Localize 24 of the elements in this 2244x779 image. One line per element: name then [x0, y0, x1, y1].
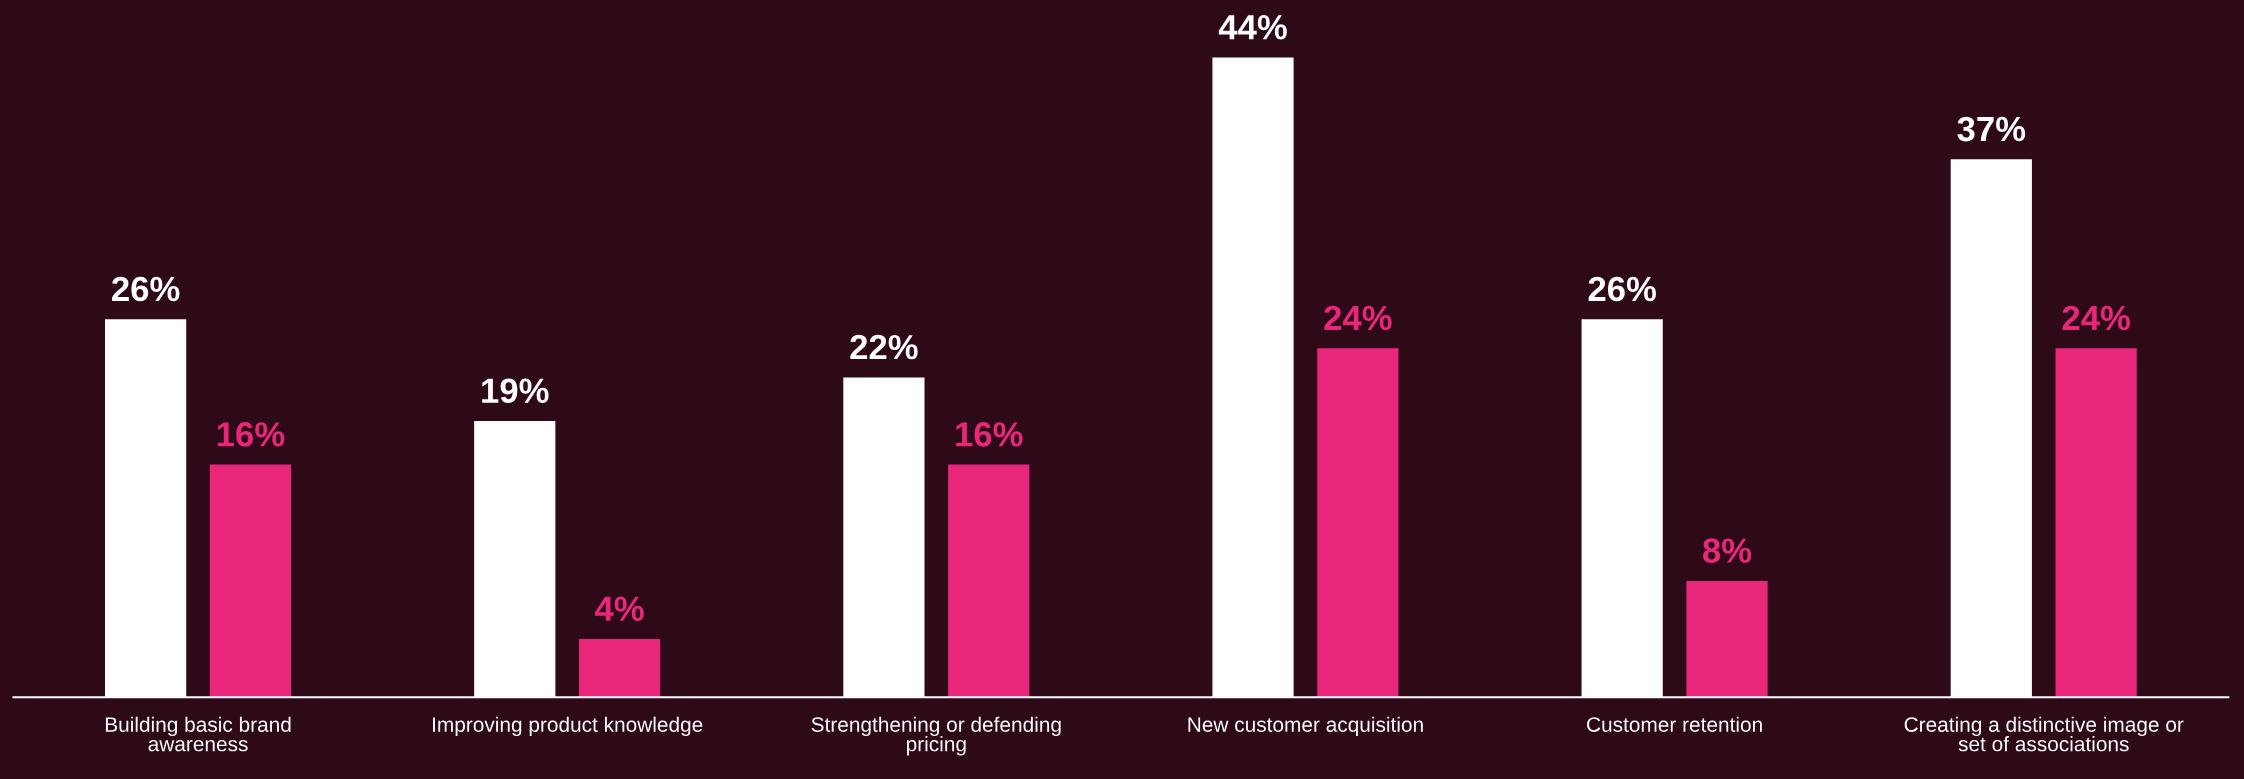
- data-label: 16%: [217, 422, 285, 447]
- x-tick-label: Building basic brand awareness: [105, 716, 291, 752]
- data-label: 8%: [1703, 538, 1752, 563]
- data-label: 4%: [595, 596, 644, 622]
- bar: [1686, 580, 1768, 698]
- data-label: 24%: [2062, 305, 2130, 331]
- data-label: 37%: [1957, 116, 2026, 142]
- data-label: 16%: [956, 422, 1023, 447]
- x-tick-label: New customer acquisition: [1188, 716, 1423, 737]
- data-label: 22%: [850, 334, 918, 360]
- x-tick-label: Creating a distinctive image or set of associations: [1904, 716, 2184, 752]
- bar: [2055, 348, 2137, 698]
- bar: [948, 464, 1030, 698]
- x-tick-label: Customer retention: [1587, 716, 1762, 732]
- bar: [209, 464, 292, 698]
- data-label: 26%: [1588, 276, 1656, 302]
- x-tick-label: Improving product knowledge: [433, 716, 703, 737]
- data-label: 44%: [1218, 15, 1287, 40]
- data-label: 26%: [112, 276, 180, 302]
- bar: [578, 639, 661, 698]
- data-label: 19%: [482, 378, 549, 404]
- x-tick-label: Strengthening or defending pricing: [811, 716, 1061, 756]
- data-label: 24%: [1324, 305, 1392, 331]
- bar: [1317, 348, 1399, 698]
